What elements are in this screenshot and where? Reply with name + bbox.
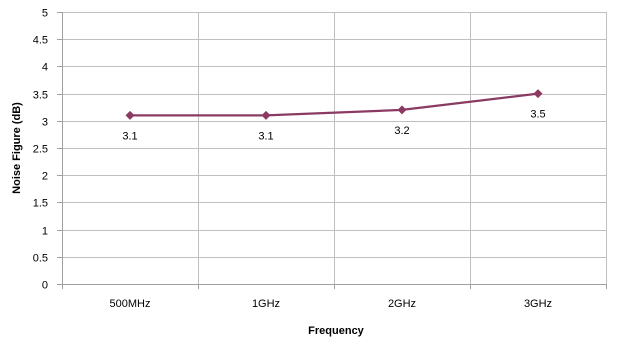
data-labels: 3.1 3.1 3.2 3.5 <box>122 109 545 143</box>
y-tick-label: 0 <box>42 280 48 292</box>
data-point-marker <box>533 89 543 99</box>
gridlines <box>62 12 607 284</box>
series-line <box>130 92 539 117</box>
x-tick-label: 2GHz <box>388 298 416 310</box>
x-tick-label: 3GHz <box>524 298 552 310</box>
data-label: 3.1 <box>258 130 273 142</box>
data-point-marker <box>261 110 271 120</box>
y-tick-label: 2.5 <box>33 144 48 156</box>
y-tick-label: 4 <box>42 62 48 74</box>
y-axis-title: Noise Figure (dB) <box>11 102 23 194</box>
data-label: 3.1 <box>122 130 137 142</box>
axes <box>57 12 607 289</box>
x-tick-label: 1GHz <box>252 298 280 310</box>
y-tick-label: 4.5 <box>33 35 48 47</box>
data-point-marker <box>397 105 407 115</box>
data-point-marker <box>125 110 135 120</box>
y-tick-label: 5 <box>42 8 48 20</box>
y-tick-label: 3 <box>42 117 48 129</box>
y-tick-label: 0.5 <box>33 253 48 265</box>
data-label: 3.2 <box>394 125 409 137</box>
x-tick-label: 500MHz <box>110 298 151 310</box>
series-line <box>130 92 539 117</box>
y-tick-label: 3.5 <box>33 90 48 102</box>
y-tick-label: 2 <box>42 171 48 183</box>
x-tick-labels: 500MHz 1GHz 2GHz 3GHz <box>110 298 553 310</box>
x-axis-title: Frequency <box>308 325 365 337</box>
y-tick-labels: 0 0.5 1 1.5 2 2.5 3 3.5 4 4.5 5 <box>33 8 48 292</box>
series-markers <box>125 89 543 120</box>
data-label: 3.5 <box>530 109 545 121</box>
y-tick-label: 1.5 <box>33 198 48 210</box>
y-tick-label: 1 <box>42 226 48 238</box>
